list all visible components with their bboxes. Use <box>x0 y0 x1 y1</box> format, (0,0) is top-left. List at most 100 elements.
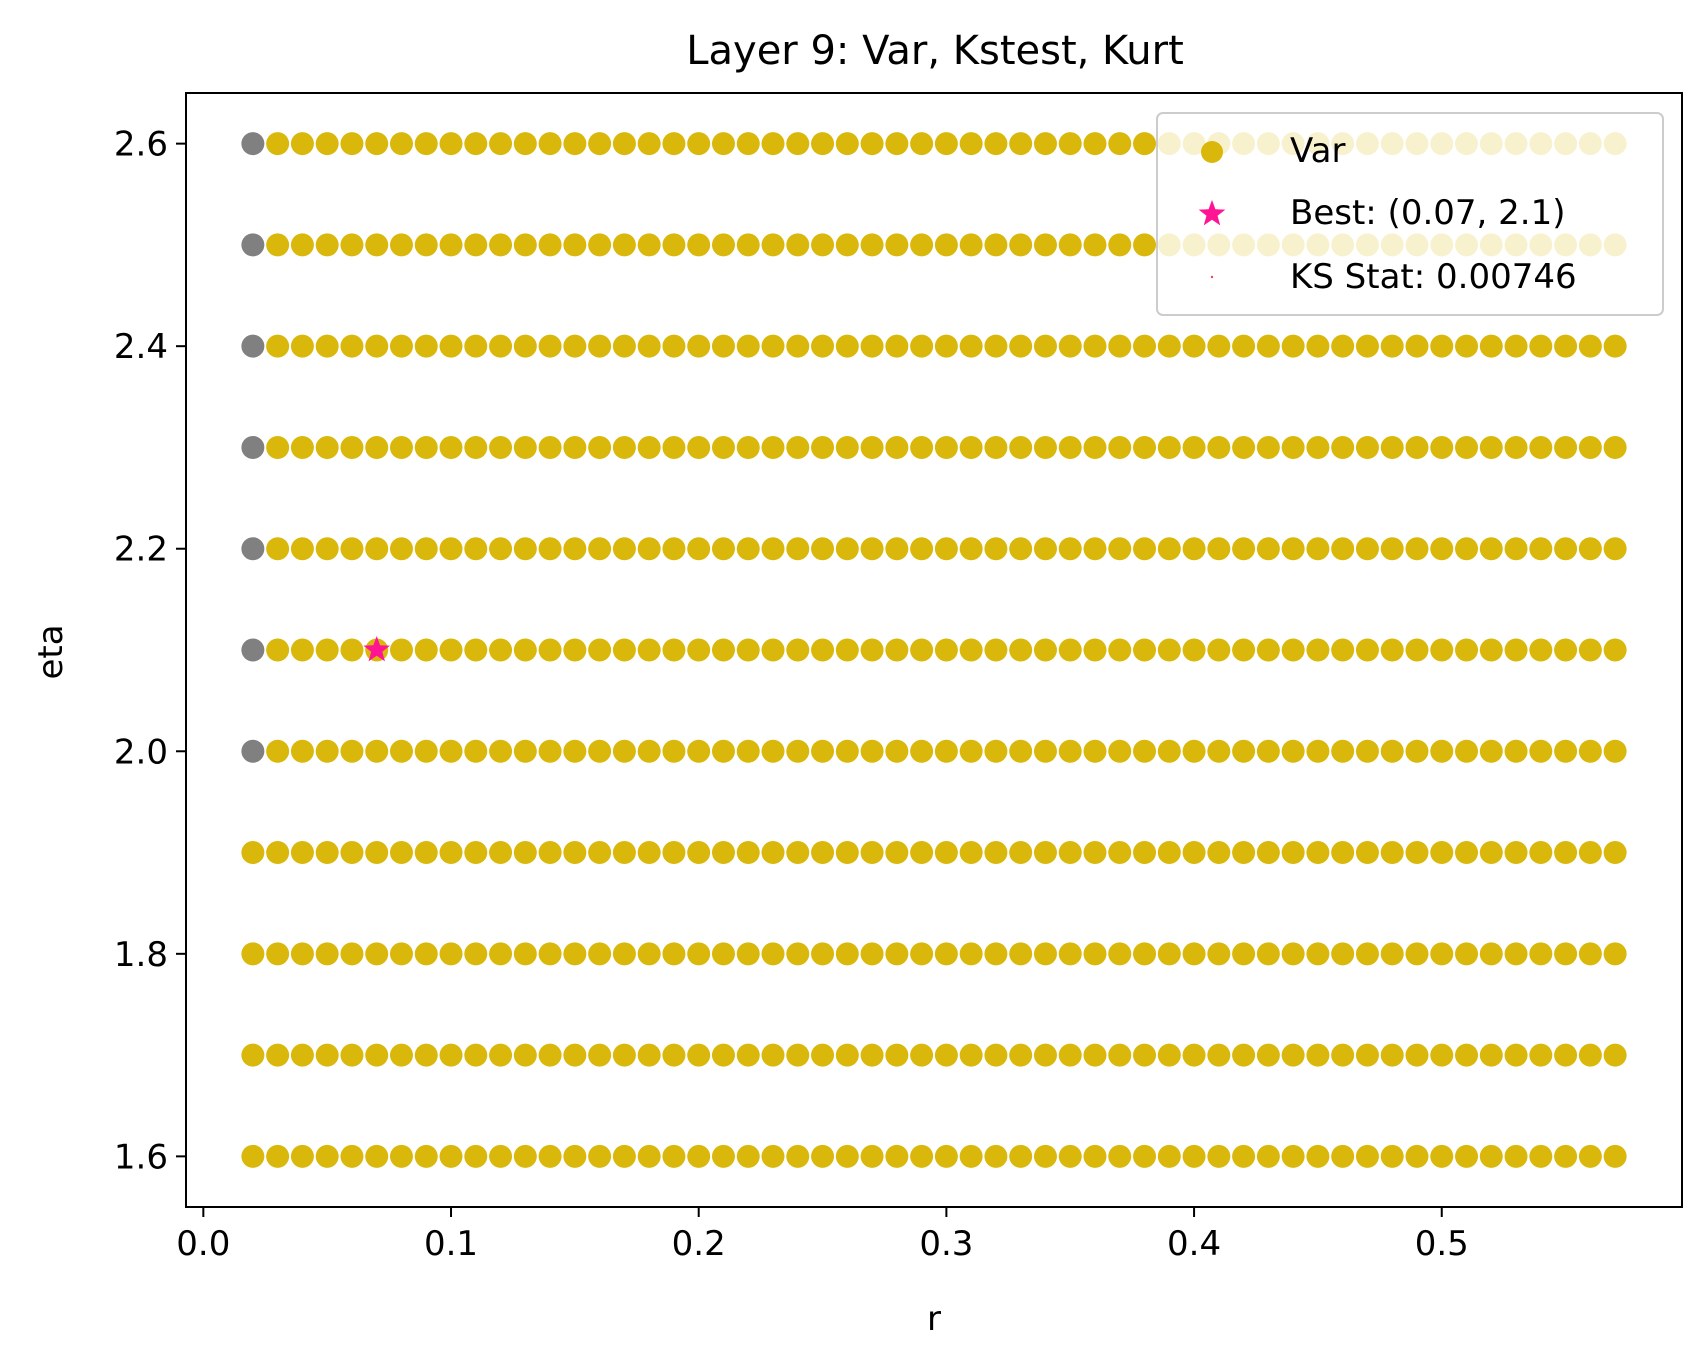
data-point-var <box>885 638 909 662</box>
data-point-var <box>1182 638 1206 662</box>
data-point-var <box>439 942 463 966</box>
data-point-var <box>910 739 934 763</box>
data-point-var <box>687 739 711 763</box>
data-point-var <box>1009 537 1033 561</box>
data-point-var <box>1529 638 1553 662</box>
data-point-var <box>1430 1043 1454 1067</box>
data-point-var <box>1207 537 1231 561</box>
data-point-var <box>1083 1144 1107 1168</box>
data-point-var <box>563 537 587 561</box>
data-point-var <box>489 739 513 763</box>
data-point-var <box>1355 435 1379 459</box>
data-point-var <box>885 132 909 156</box>
data-point-var <box>1182 334 1206 358</box>
data-point-var <box>1281 1043 1305 1067</box>
data-point-var <box>612 233 636 257</box>
data-point-var <box>1108 537 1132 561</box>
data-point-var <box>662 1043 686 1067</box>
data-point-var <box>1504 942 1528 966</box>
data-point-var <box>1554 1043 1578 1067</box>
data-point-var <box>1405 435 1429 459</box>
data-point-var <box>1033 739 1057 763</box>
data-point-var <box>959 841 983 865</box>
x-tick-label: 0.4 <box>1167 1224 1221 1264</box>
data-point-var <box>1009 233 1033 257</box>
data-point-var <box>1182 841 1206 865</box>
data-point-var <box>662 233 686 257</box>
data-point-var <box>835 132 859 156</box>
data-point-var <box>315 638 339 662</box>
data-point-var <box>588 841 612 865</box>
data-point-var <box>736 942 760 966</box>
data-point-var <box>1380 739 1404 763</box>
data-point-var <box>1232 334 1256 358</box>
data-point-var <box>1058 334 1082 358</box>
y-axis-label: eta <box>31 624 71 679</box>
data-point-var <box>736 1144 760 1168</box>
data-point-var <box>290 132 314 156</box>
data-point-var <box>1603 638 1627 662</box>
data-point-var <box>711 537 735 561</box>
data-point-var <box>736 233 760 257</box>
data-point-var <box>835 942 859 966</box>
data-point-var <box>1157 841 1181 865</box>
data-point-var <box>315 841 339 865</box>
data-point-var <box>1380 435 1404 459</box>
data-point-var <box>365 233 389 257</box>
data-point-var <box>711 1043 735 1067</box>
data-point-var <box>1281 841 1305 865</box>
data-point-var <box>1281 942 1305 966</box>
data-point-var <box>315 942 339 966</box>
data-point-var <box>1207 435 1231 459</box>
data-point-var <box>1331 537 1355 561</box>
data-point-var <box>1331 1043 1355 1067</box>
data-point-var <box>464 334 488 358</box>
data-point-var <box>1256 1043 1280 1067</box>
data-point-var <box>786 1144 810 1168</box>
data-point-var <box>1232 1144 1256 1168</box>
data-point-var <box>1405 638 1429 662</box>
data-point-var <box>1529 537 1553 561</box>
data-point-var <box>612 537 636 561</box>
data-point-var <box>1504 537 1528 561</box>
data-point-var <box>290 537 314 561</box>
data-point-var <box>910 233 934 257</box>
data-point-var <box>1331 942 1355 966</box>
points-layer <box>241 132 1627 1168</box>
data-point-var <box>687 638 711 662</box>
data-point-var <box>315 435 339 459</box>
data-point-var <box>1306 435 1330 459</box>
data-point-var <box>513 1144 537 1168</box>
data-point-var <box>736 841 760 865</box>
data-point-var <box>1232 537 1256 561</box>
data-point-var <box>266 435 290 459</box>
data-point-var <box>711 334 735 358</box>
data-point-var <box>1504 435 1528 459</box>
data-point-var <box>1479 435 1503 459</box>
data-point-var <box>1256 537 1280 561</box>
data-point-var <box>1430 1144 1454 1168</box>
data-point-var <box>711 1144 735 1168</box>
data-point-var <box>811 739 835 763</box>
data-point-var <box>934 1144 958 1168</box>
data-point-var <box>860 841 884 865</box>
data-point-var <box>563 132 587 156</box>
data-point-var <box>389 739 413 763</box>
data-point-var <box>1504 739 1528 763</box>
data-point-var <box>860 132 884 156</box>
data-point-var <box>811 537 835 561</box>
data-point-gray <box>241 334 265 358</box>
data-point-var <box>1182 1144 1206 1168</box>
data-point-var <box>637 942 661 966</box>
data-point-var <box>538 841 562 865</box>
data-point-var <box>811 132 835 156</box>
data-point-var <box>1529 942 1553 966</box>
data-point-var <box>1504 334 1528 358</box>
data-point-var <box>687 1043 711 1067</box>
data-point-var <box>538 435 562 459</box>
data-point-var <box>1578 1043 1602 1067</box>
data-point-var <box>464 132 488 156</box>
data-point-var <box>736 435 760 459</box>
data-point-var <box>1009 132 1033 156</box>
data-point-var <box>489 638 513 662</box>
